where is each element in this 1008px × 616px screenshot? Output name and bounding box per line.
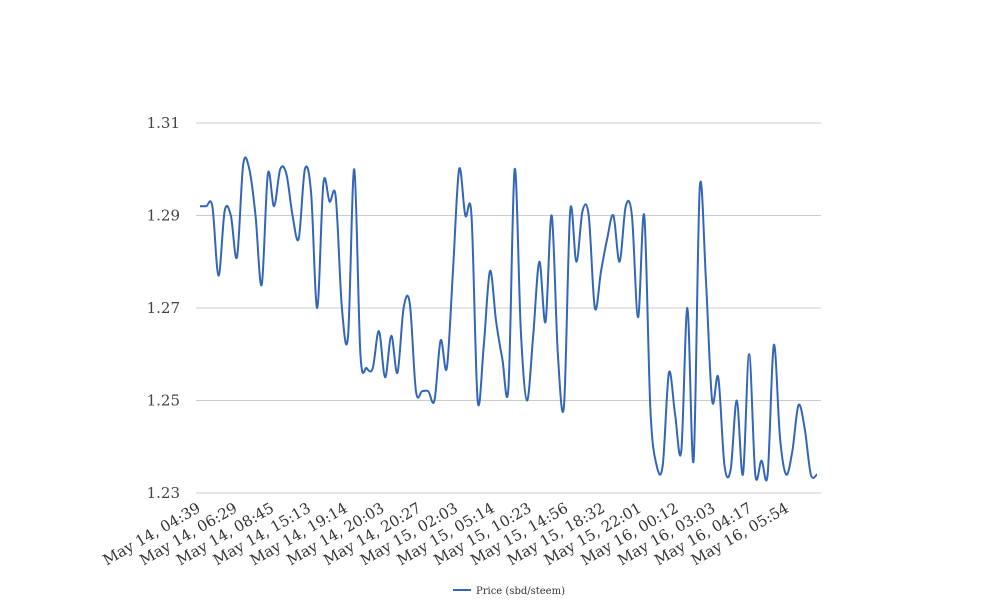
gridlines — [196, 122, 821, 494]
legend-label: Price (sbd/steem) — [476, 586, 565, 597]
y-tick-label: 1.31 — [147, 114, 180, 132]
y-tick-label: 1.29 — [147, 207, 180, 225]
y-tick-label: 1.27 — [147, 299, 180, 317]
y-tick-label: 1.25 — [147, 392, 180, 410]
y-axis-ticks: 1.31 1.29 1.27 1.25 1.23 — [147, 114, 180, 502]
legend: Price (sbd/steem) — [453, 586, 565, 597]
series-line — [200, 156, 818, 482]
series-layer — [200, 156, 818, 482]
y-tick-label: 1.23 — [147, 484, 180, 502]
